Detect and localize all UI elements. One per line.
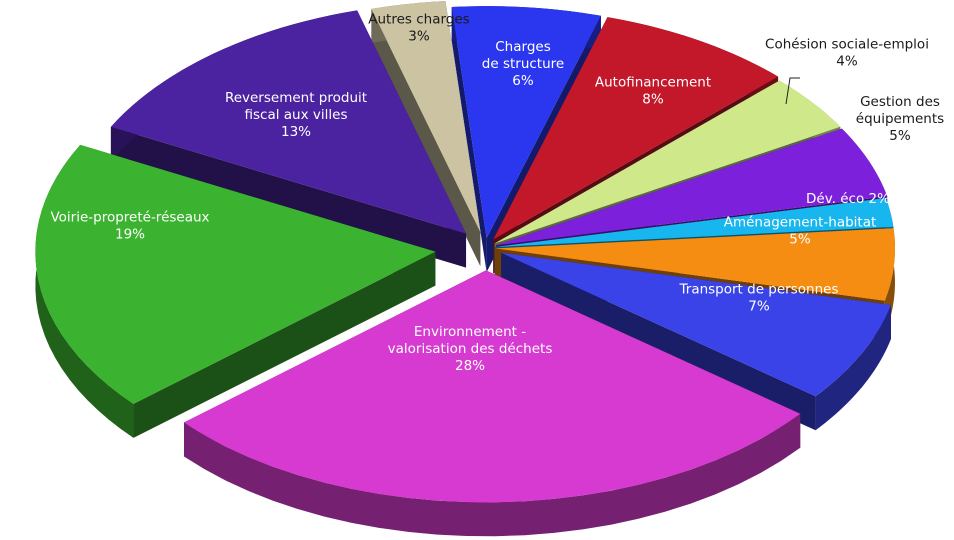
slice-label-2: Autofinancement bbox=[595, 75, 711, 91]
slice-7 bbox=[501, 252, 891, 397]
slice-label-9: Voirie-propreté-réseaux bbox=[50, 210, 209, 226]
slice-label-7: Transport de personnes bbox=[679, 282, 839, 298]
slice-pct-label-3: 4% bbox=[836, 54, 858, 70]
slice-pct-label-1: 6% bbox=[512, 73, 534, 89]
slice-9 bbox=[35, 144, 436, 404]
slice-label-6: Aménagement-habitat bbox=[724, 215, 877, 231]
slice-pct-label-7: 7% bbox=[748, 299, 770, 315]
slice-label-11: Autres charges bbox=[368, 12, 469, 28]
slice-pct-label-11: 3% bbox=[408, 29, 430, 45]
slice-pct-label-4: 5% bbox=[889, 128, 911, 144]
slice-label-4: Gestion des bbox=[860, 94, 940, 110]
slice-label-5: Dév. éco 2% bbox=[806, 191, 890, 207]
slice-pct-label-9: 19% bbox=[115, 227, 145, 243]
slice-4 bbox=[496, 128, 888, 246]
slice-1 bbox=[451, 6, 601, 239]
slice-5 bbox=[494, 198, 894, 248]
slice-10 bbox=[110, 10, 467, 234]
slice-pct-label-10: 13% bbox=[281, 124, 311, 140]
slice-2 bbox=[493, 17, 779, 240]
slice-label-8: valorisation des déchets bbox=[388, 341, 553, 357]
slice-pct-label-2: 8% bbox=[642, 92, 664, 108]
slice-pct-label-8: 28% bbox=[455, 358, 485, 374]
slice-pct-label-6: 5% bbox=[789, 232, 811, 248]
slice-8 bbox=[183, 270, 801, 503]
slice-label-3: Cohésion sociale-emploi bbox=[765, 37, 929, 53]
slice-6 bbox=[494, 228, 895, 301]
slice-3 bbox=[494, 80, 841, 244]
slice-label-4: équipements bbox=[856, 111, 944, 127]
slice-11 bbox=[371, 1, 481, 233]
slice-label-10: Reversement produit bbox=[225, 90, 367, 106]
slice-label-8: Environnement - bbox=[414, 324, 526, 340]
leader-line bbox=[785, 77, 800, 105]
slice-label-10: fiscal aux villes bbox=[245, 107, 348, 123]
slice-label-1: Charges bbox=[495, 39, 550, 55]
slice-label-1: de structure bbox=[482, 56, 564, 72]
